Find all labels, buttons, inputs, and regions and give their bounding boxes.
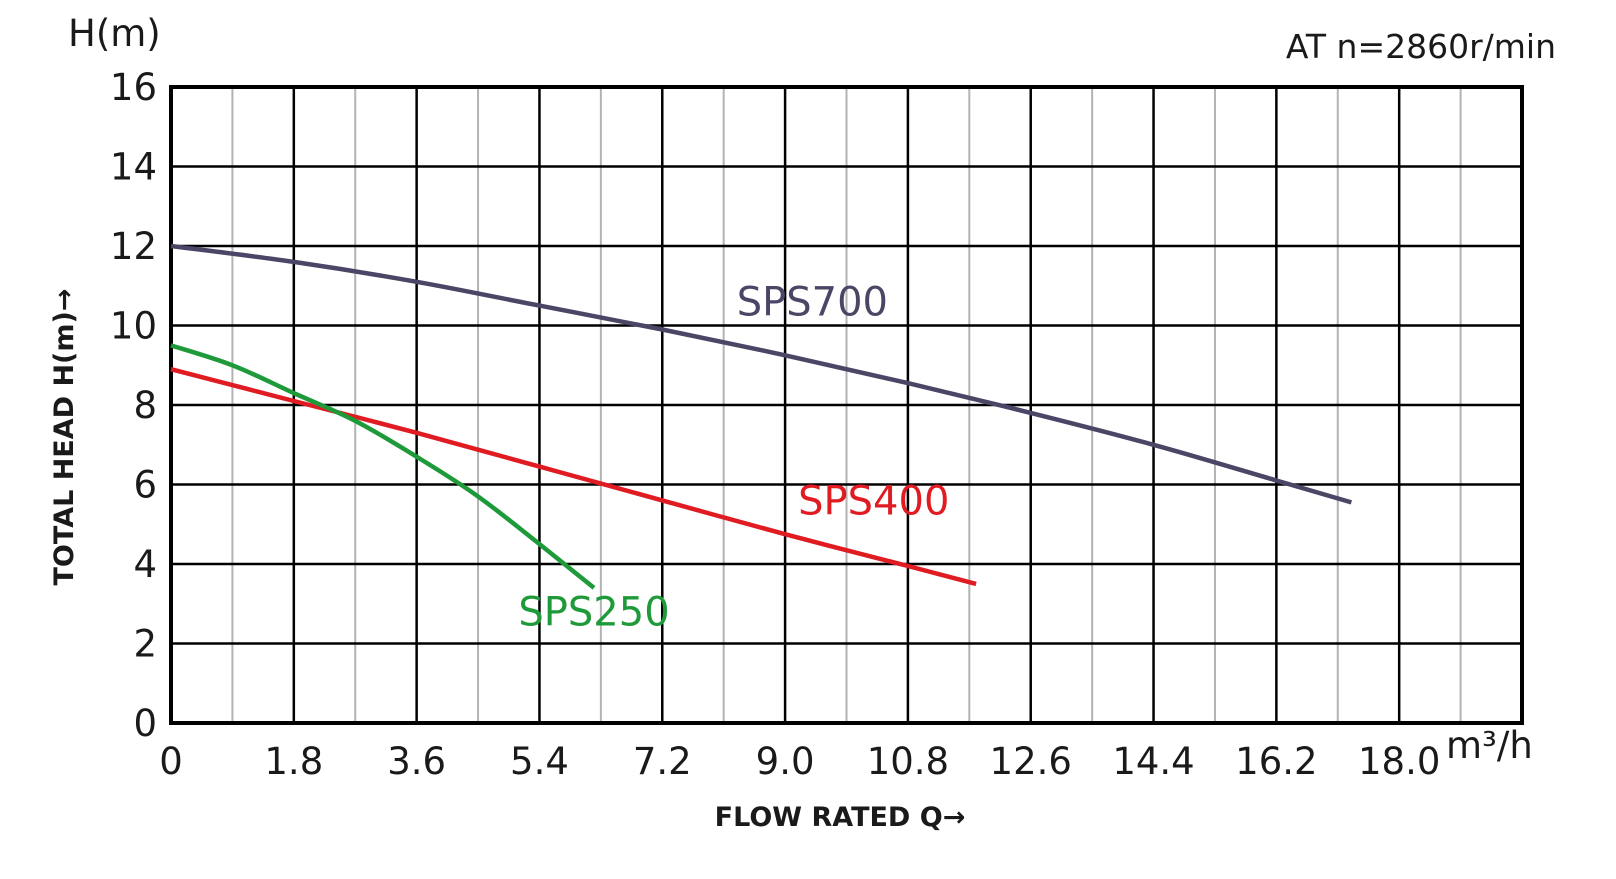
y-tick-label: 6	[133, 464, 157, 507]
series-label-sps400: SPS400	[798, 478, 949, 524]
x-tick-label: 5.4	[510, 740, 569, 783]
y-tick-label: 0	[133, 702, 157, 745]
y-tick-label: 8	[133, 384, 157, 427]
speed-annotation: AT n=2860r/min	[1286, 27, 1556, 66]
x-tick-label: 0	[159, 740, 183, 783]
y-tick-label: 16	[110, 66, 157, 109]
series-label-sps250: SPS250	[518, 590, 669, 636]
x-tick-labels: 0 1.8 3.6 5.4 7.2 9.0 10.8 12.6 14.4 16.2 18.0	[159, 740, 1440, 783]
y-axis-title: TOTAL HEAD H(m)→	[49, 289, 80, 586]
x-tick-label: 9.0	[756, 740, 815, 783]
series-line-sps700	[170, 243, 1353, 505]
x-tick-label: 3.6	[387, 740, 446, 783]
x-tick-label: 10.8	[867, 740, 949, 783]
y-axis-unit: H(m)	[68, 12, 161, 55]
plot-frame	[169, 85, 1524, 725]
series-label-sps700: SPS700	[737, 280, 888, 326]
y-tick-label: 12	[110, 225, 157, 268]
x-tick-label: 18.0	[1358, 740, 1440, 783]
series-labels: SPS700 SPS400 SPS250	[518, 280, 949, 636]
x-tick-label: 14.4	[1112, 740, 1194, 783]
series-line-sps400	[170, 367, 977, 587]
x-axis-title: FLOW RATED Q→	[715, 802, 966, 833]
y-tick-label: 2	[133, 623, 157, 666]
series-line-sps250	[170, 343, 596, 590]
x-tick-label: 16.2	[1235, 740, 1317, 783]
x-tick-label: 1.8	[264, 740, 323, 783]
x-tick-label: 12.6	[990, 740, 1072, 783]
x-tick-label: 7.2	[633, 740, 692, 783]
y-tick-labels: 0 2 4 6 8 10 12 14 16	[110, 66, 157, 745]
y-tick-label: 10	[110, 305, 157, 348]
major-gridlines	[171, 87, 1522, 723]
y-tick-label: 14	[110, 146, 157, 189]
y-tick-label: 4	[133, 543, 157, 586]
series-lines	[170, 243, 1353, 590]
x-axis-unit: m³/h	[1446, 724, 1533, 767]
